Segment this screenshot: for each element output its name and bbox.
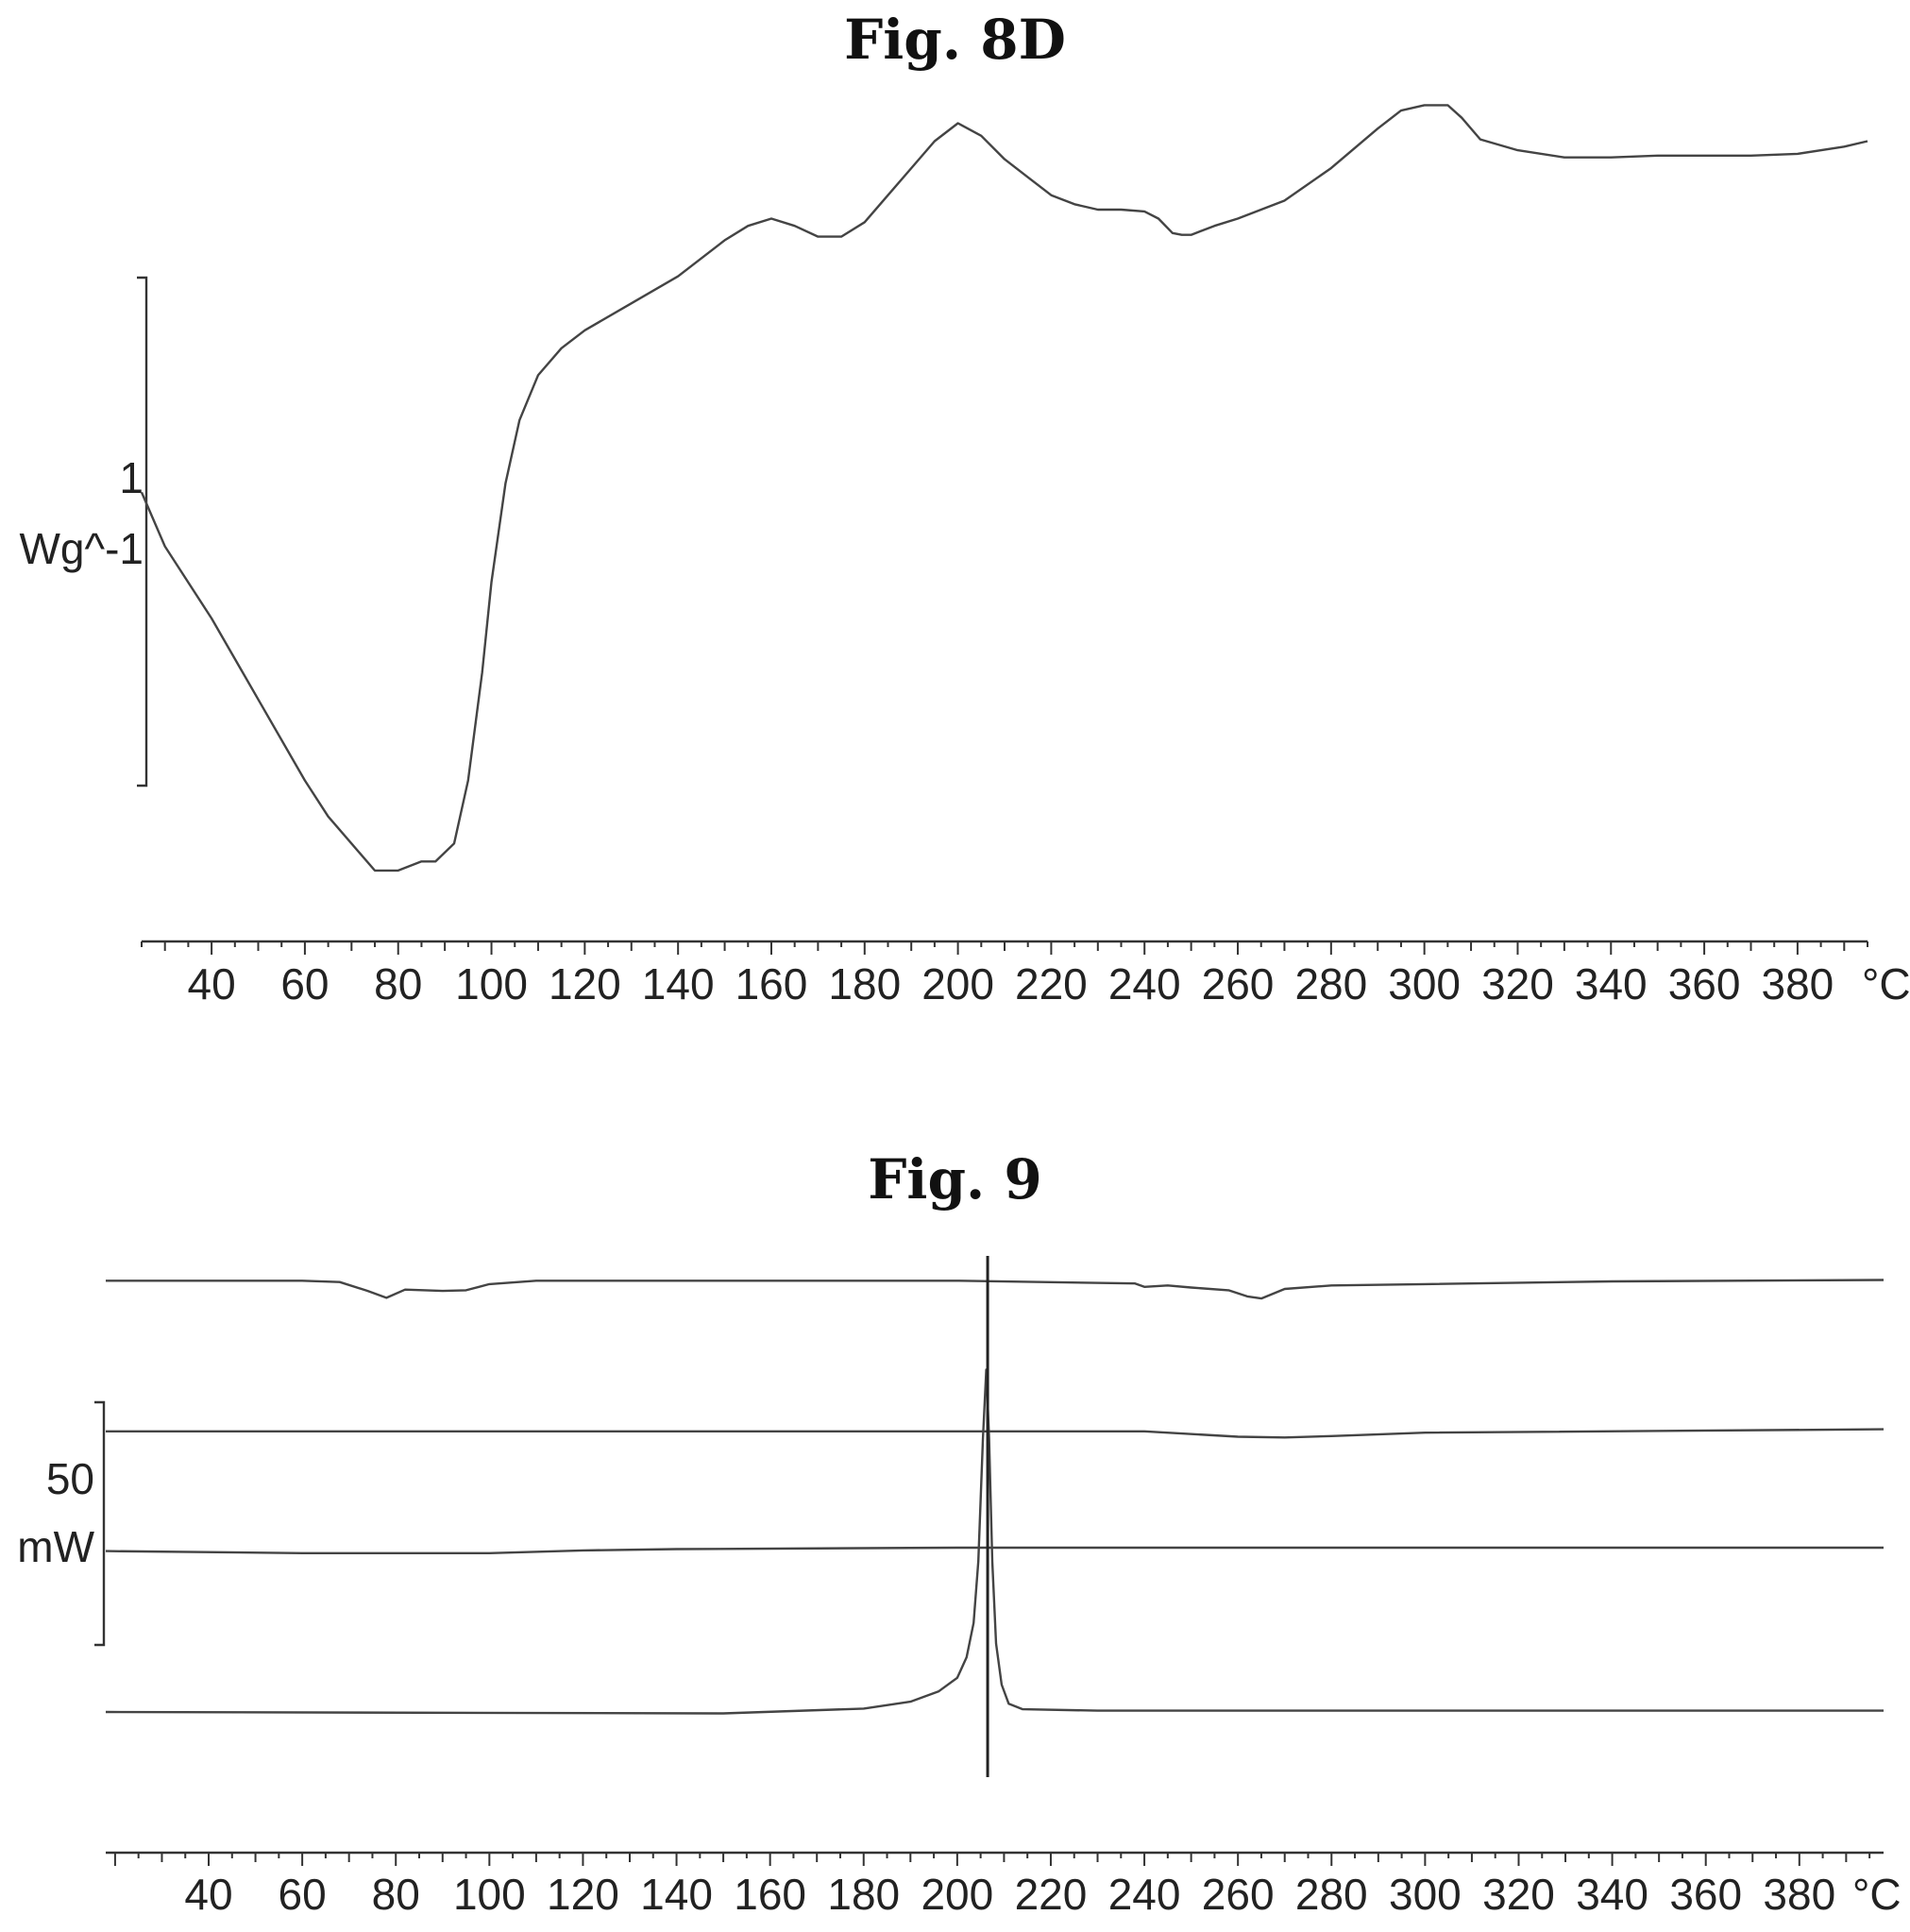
x-tick-label: 260 [1202, 1870, 1275, 1919]
series-line-1 [140, 104, 1868, 873]
x-tick-label: 280 [1295, 1870, 1368, 1919]
figure-9-axes [94, 1400, 1884, 1855]
x-tick-label: 200 [921, 959, 994, 1008]
figure-8d-x-tick-labels: 40 60 80 100 120 140 160 180 200 220 240 260 280 300 3… [188, 959, 1834, 1008]
x-tick-label: 300 [1388, 959, 1461, 1008]
x-tick-label: 100 [453, 1870, 526, 1919]
series-line-1 [106, 1279, 1885, 1300]
x-tick-label: 120 [549, 959, 621, 1008]
figure-8d-scale-bar-value: 1 [119, 453, 144, 502]
x-tick-label: 220 [1015, 1870, 1088, 1919]
x-tick-label: 220 [1015, 959, 1088, 1008]
x-tick-label: 160 [734, 1870, 806, 1919]
figure-9-x-unit-label: °C [1852, 1870, 1902, 1919]
figure-8d-title: Fig. 8D [844, 8, 1066, 72]
x-tick-label: 40 [188, 959, 236, 1008]
x-tick-label: 140 [642, 959, 715, 1008]
x-tick-label: 180 [828, 959, 901, 1008]
x-tick-label: 380 [1763, 1870, 1835, 1919]
x-tick-label: 160 [735, 959, 808, 1008]
x-tick-label: 300 [1389, 1870, 1462, 1919]
figure-8d-x-ticks [141, 941, 1868, 955]
x-tick-label: 320 [1481, 959, 1554, 1008]
x-tick-label: 340 [1575, 959, 1648, 1008]
x-tick-label: 120 [547, 1870, 619, 1919]
x-tick-label: 100 [455, 959, 528, 1008]
x-tick-label: 360 [1668, 959, 1741, 1008]
x-tick-label: 40 [184, 1870, 232, 1919]
x-tick-label: 180 [827, 1870, 900, 1919]
x-tick-label: 340 [1576, 1870, 1648, 1919]
x-tick-label: 360 [1669, 1870, 1742, 1919]
x-tick-label: 260 [1202, 959, 1275, 1008]
x-tick-label: 60 [280, 959, 329, 1008]
figure-9-title: Fig. 9 [868, 1147, 1042, 1212]
figure-9-chart: 40 60 80 100 120 140 160 180 200 220 240 260 280 300 3… [17, 1256, 1902, 1919]
figure-9-scale-bar-unit: mW [17, 1522, 94, 1571]
scale-bar [94, 1400, 106, 1647]
x-tick-label: 320 [1482, 1870, 1555, 1919]
figure-8d-scale-bar-unit: Wg^-1 [20, 524, 144, 573]
figure-8d-axes [137, 276, 1868, 943]
scale-bar [137, 276, 148, 788]
figure-8d-x-unit-label: °C [1862, 959, 1910, 1008]
figure-8d-chart: 40 60 80 100 120 140 160 180 200 220 240 260 280 300 3… [20, 104, 1910, 1008]
figure-9-x-tick-labels: 40 60 80 100 120 140 160 180 200 220 240 260 280 300 3… [184, 1870, 1835, 1919]
figure-9-series [105, 1256, 1885, 1777]
figure-9-scale-bar-value: 50 [46, 1454, 94, 1503]
x-tick-label: 240 [1108, 1870, 1181, 1919]
x-tick-label: 200 [921, 1870, 993, 1919]
x-tick-label: 280 [1294, 959, 1367, 1008]
series-line-2 [106, 1428, 1885, 1439]
x-tick-label: 80 [372, 1870, 420, 1919]
x-tick-label: 240 [1108, 959, 1181, 1008]
figure-9-x-ticks [113, 1853, 1871, 1866]
series-line-4 [105, 1368, 1884, 1715]
x-tick-label: 60 [279, 1870, 327, 1919]
series-line-3 [105, 1546, 1884, 1554]
x-tick-label: 140 [640, 1870, 713, 1919]
x-tick-label: 380 [1762, 959, 1834, 1008]
x-tick-label: 80 [374, 959, 422, 1008]
figure-8d-series [140, 104, 1868, 873]
